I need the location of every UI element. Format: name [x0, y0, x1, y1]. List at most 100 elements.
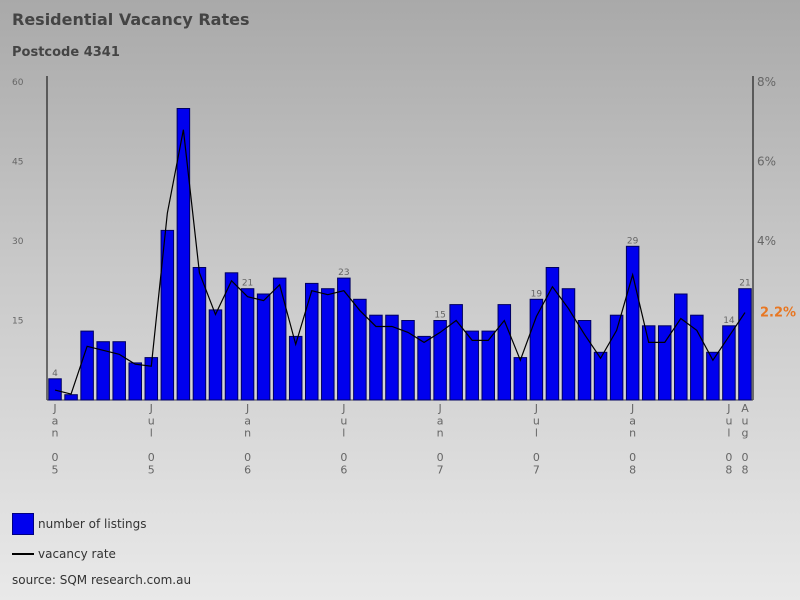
x-tick-char: 0: [148, 451, 155, 464]
x-tick-char: u: [340, 414, 347, 427]
listing-bar: [272, 277, 287, 401]
listing-bar: [353, 298, 367, 401]
right-tick-label: 4%: [757, 234, 776, 248]
x-tick-char: 0: [629, 451, 636, 464]
listing-bar: [128, 362, 143, 401]
x-tick-char: 8: [741, 464, 748, 477]
x-tick-char: J: [534, 402, 538, 415]
listing-bar: [80, 330, 94, 401]
listing-bar: [48, 378, 62, 401]
x-tick-char: 0: [437, 451, 444, 464]
listing-bar: [385, 314, 399, 401]
x-tick-char: n: [244, 427, 251, 440]
listing-bar: [481, 330, 496, 401]
x-tick-char: n: [52, 427, 59, 440]
x-tick-char: J: [341, 402, 345, 415]
legend-listings-label: number of listings: [38, 517, 147, 531]
x-tick-char: 7: [533, 464, 540, 477]
listing-bar: [64, 394, 78, 401]
x-tick-char: 7: [437, 464, 444, 477]
x-tick-char: A: [741, 402, 749, 415]
x-tick-char: u: [725, 414, 732, 427]
bar-data-label: 21: [242, 279, 253, 289]
listing-bar: [561, 288, 576, 401]
x-tick-char: 0: [340, 451, 347, 464]
listing-bar: [433, 320, 447, 401]
left-tick-label: 45: [12, 158, 23, 168]
x-tick-char: l: [727, 427, 730, 440]
x-tick-char: 0: [741, 451, 748, 464]
x-tick-char: l: [150, 427, 153, 440]
listing-bar: [112, 341, 126, 401]
listing-bar: [240, 288, 255, 401]
x-tick-char: J: [149, 402, 153, 415]
x-tick-char: 8: [725, 464, 732, 477]
listing-bar: [192, 267, 207, 401]
source-note: source: SQM research.com.au: [12, 573, 192, 587]
listing-bar: [176, 108, 191, 401]
listing-bar: [224, 272, 239, 401]
listing-bar: [208, 309, 223, 401]
x-tick-char: 0: [244, 451, 251, 464]
left-tick-label: 30: [12, 237, 24, 247]
listing-bar: [321, 288, 335, 401]
x-tick-char: a: [244, 414, 251, 427]
listing-bar: [513, 357, 528, 401]
listing-bar: [160, 229, 175, 401]
listing-bar: [497, 304, 512, 401]
bar-data-label: 4: [52, 369, 58, 379]
listing-bar: [609, 314, 624, 401]
x-tick-char: 8: [629, 464, 636, 477]
x-tick-char: l: [535, 427, 538, 440]
x-tick-char: l: [342, 427, 345, 440]
x-tick-char: J: [630, 402, 634, 415]
x-tick-char: n: [629, 427, 636, 440]
x-tick-char: 5: [52, 464, 59, 477]
listing-bar: [706, 351, 720, 401]
listing-bar: [625, 245, 640, 401]
listing-bar: [529, 298, 544, 401]
x-tick-char: u: [148, 414, 155, 427]
left-tick-label: 60: [12, 78, 24, 88]
x-tick-char: J: [52, 402, 56, 415]
listing-bar: [674, 293, 688, 401]
bar-data-label: 14: [723, 316, 735, 326]
x-tick-char: 6: [340, 464, 347, 477]
right-tick-label: 6%: [757, 155, 776, 169]
bar-data-label: 15: [434, 311, 445, 321]
legend-vacancy: vacancy rate: [12, 547, 116, 561]
x-tick-char: 5: [148, 464, 155, 477]
x-tick-char: a: [629, 414, 636, 427]
x-tick-char: 0: [52, 451, 59, 464]
x-tick-char: J: [726, 402, 730, 415]
bar-data-label: 19: [531, 289, 543, 299]
x-tick-char: u: [533, 414, 540, 427]
listing-bar: [641, 325, 656, 401]
x-tick-char: 6: [244, 464, 251, 477]
listing-bar: [657, 325, 672, 401]
listing-bar: [545, 267, 560, 401]
x-tick-char: u: [741, 414, 748, 427]
listing-bar: [369, 314, 383, 401]
x-tick-char: 0: [725, 451, 732, 464]
x-tick-char: J: [245, 402, 249, 415]
listing-bar: [449, 304, 463, 401]
listing-bar: [417, 335, 431, 401]
x-tick-char: a: [437, 414, 444, 427]
listing-bar: [96, 341, 110, 401]
x-tick-char: g: [741, 427, 748, 440]
legend-line-swatch: [12, 553, 34, 555]
listing-bar: [401, 320, 415, 401]
chart-subtitle: Postcode 4341: [12, 45, 120, 60]
current-rate-label: 2.2%: [760, 306, 796, 321]
x-tick-char: n: [437, 427, 444, 440]
listing-bar: [144, 357, 159, 401]
listing-bar: [304, 282, 319, 401]
listing-bar: [738, 288, 752, 401]
chart-title: Residential Vacancy Rates: [12, 10, 250, 29]
legend-vacancy-label: vacancy rate: [38, 547, 116, 561]
x-tick-char: J: [437, 402, 441, 415]
left-tick-label: 15: [12, 317, 23, 327]
listing-bar: [465, 330, 479, 401]
